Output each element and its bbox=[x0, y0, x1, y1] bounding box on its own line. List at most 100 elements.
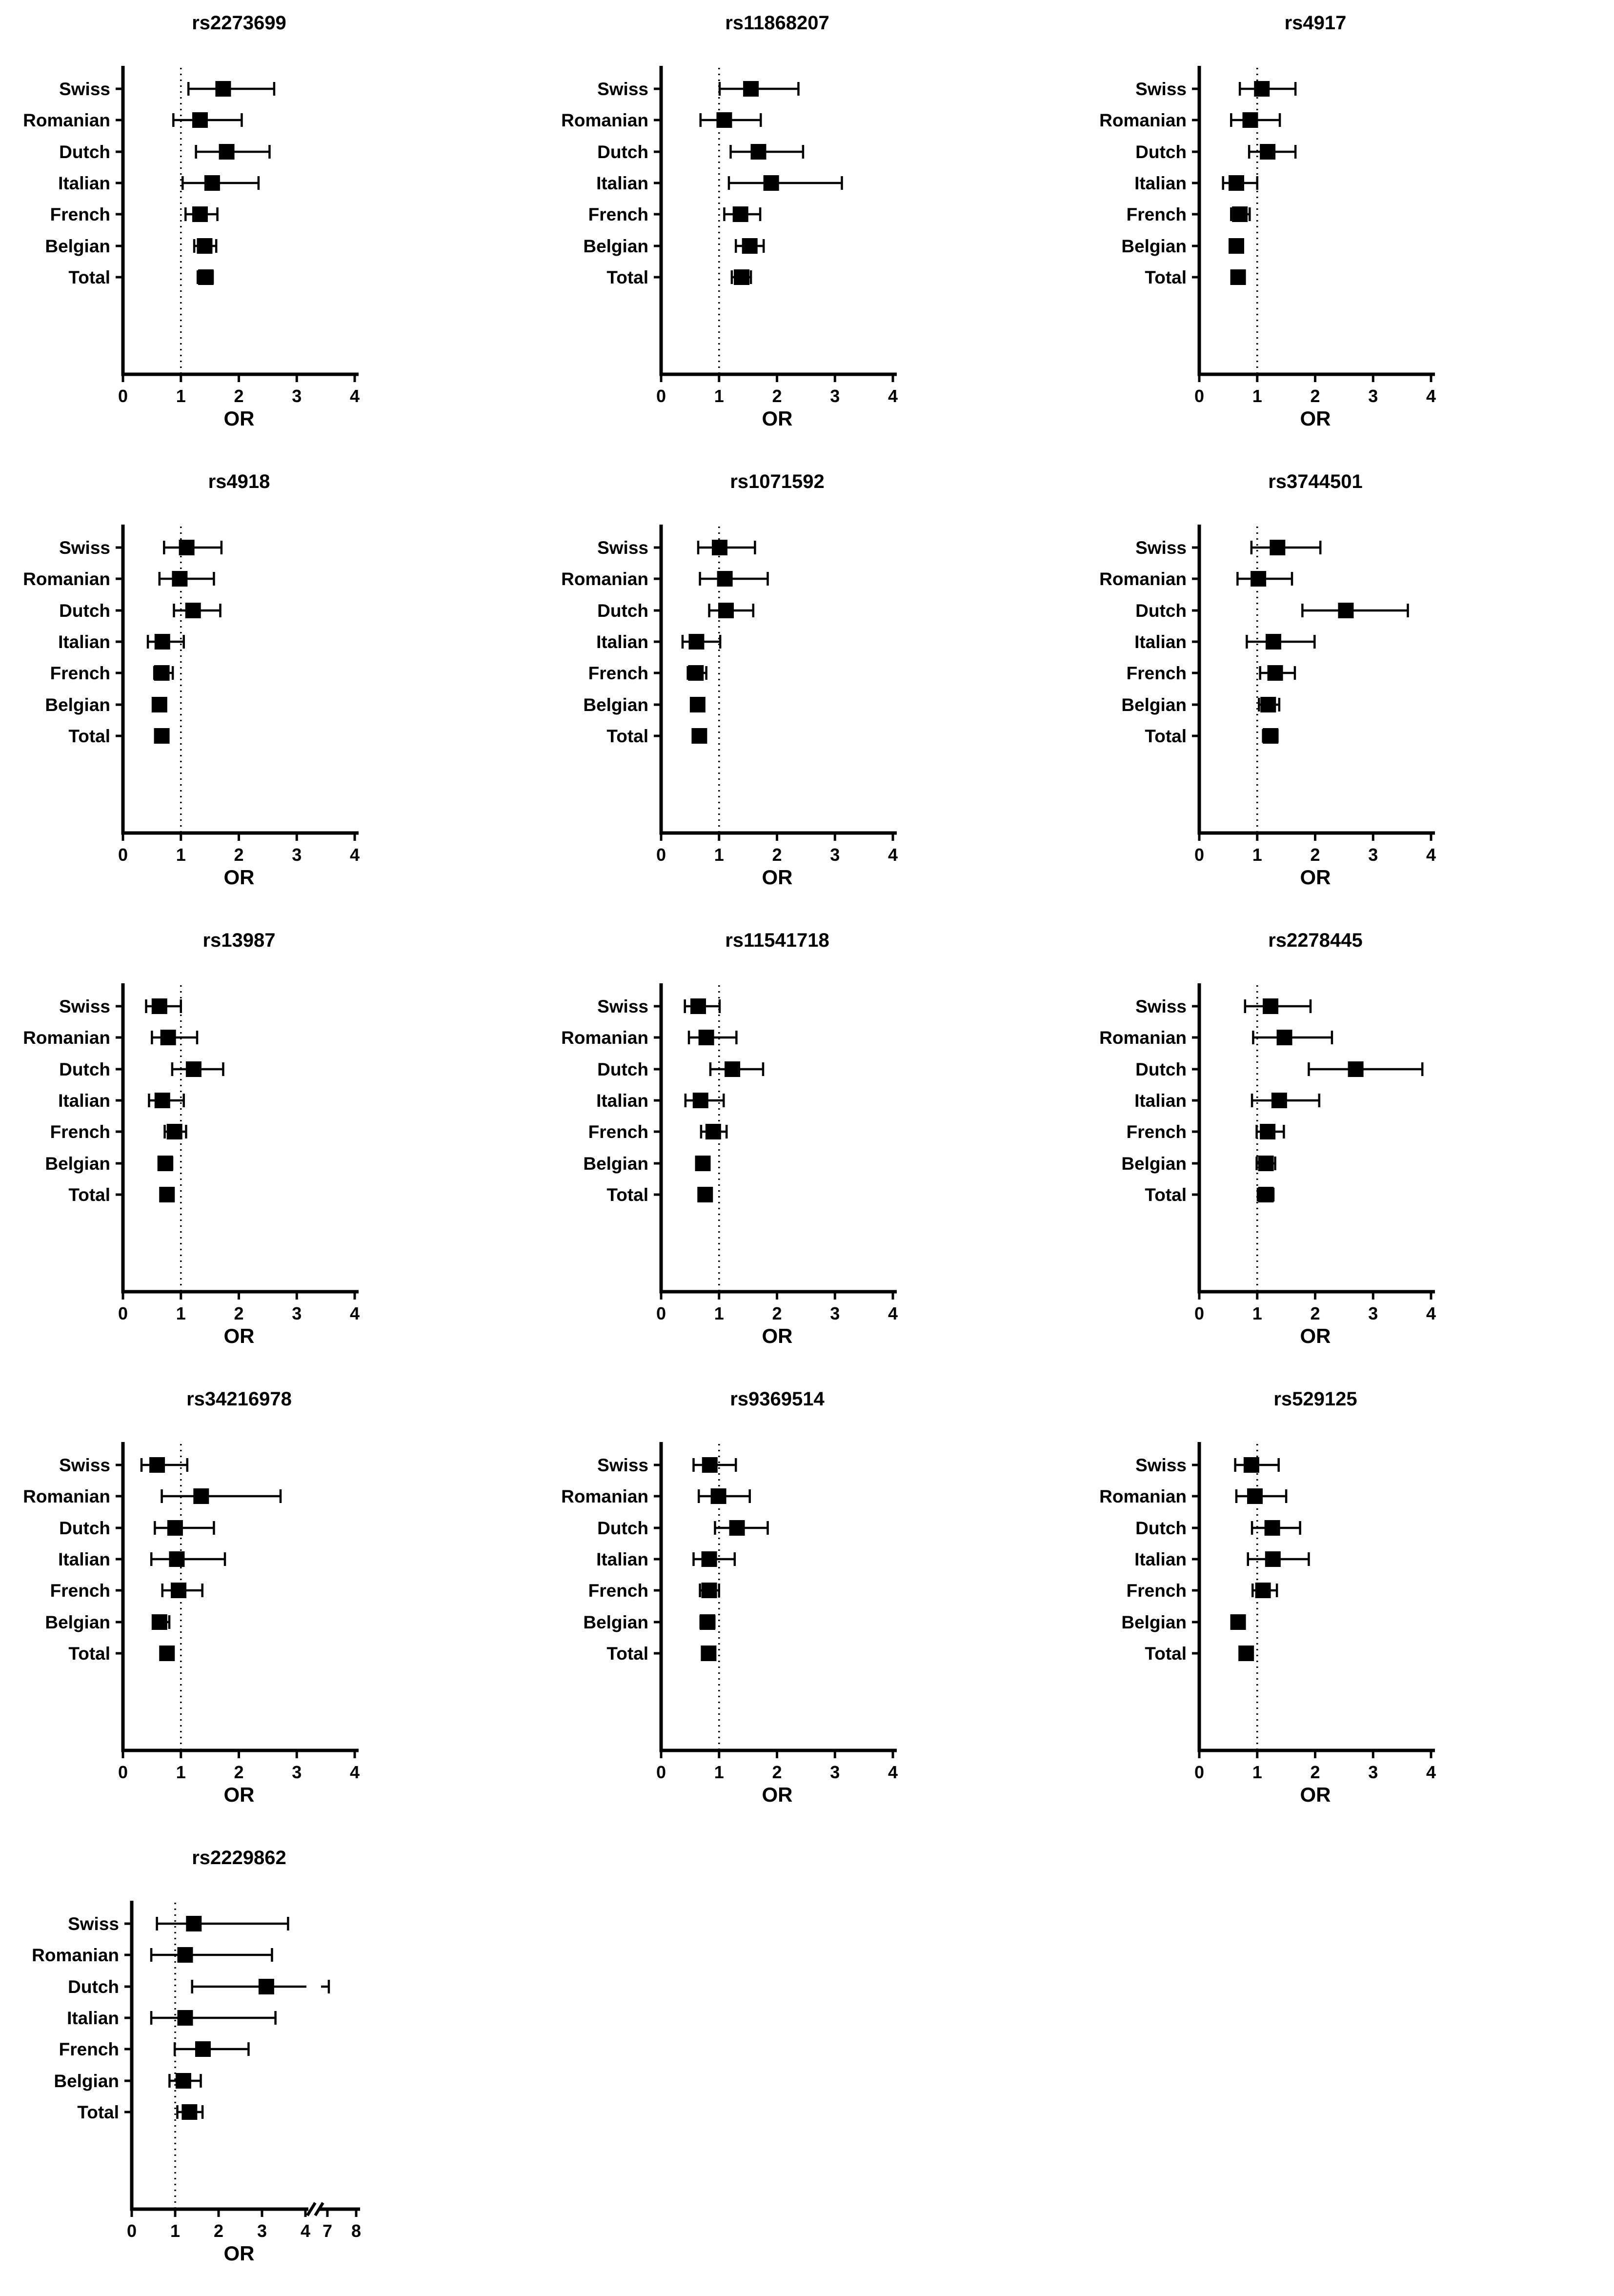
or-marker-italian bbox=[688, 634, 705, 650]
panel-title: rs9369514 bbox=[730, 1388, 825, 1410]
category-label-swiss: Swiss bbox=[1135, 1455, 1187, 1475]
panel-background bbox=[0, 1376, 538, 1835]
x-tick-label: 1 bbox=[1252, 845, 1262, 865]
or-marker-french bbox=[154, 665, 170, 681]
forest-plot-svg: rs3744501 0 1 2 3 4 OR Swiss Romanian Dutch Italia… bbox=[1076, 459, 1614, 917]
panel-background bbox=[1076, 0, 1614, 459]
panel-background bbox=[0, 917, 538, 1376]
x-tick-label: 2 bbox=[234, 386, 243, 406]
category-label-belgian: Belgian bbox=[583, 1612, 648, 1632]
or-marker-italian bbox=[1265, 1551, 1281, 1567]
category-label-romanian: Romanian bbox=[23, 569, 110, 589]
panel-title: rs34216978 bbox=[186, 1388, 292, 1410]
or-marker-french bbox=[1255, 1583, 1271, 1598]
or-marker-french bbox=[192, 206, 208, 222]
or-marker-italian bbox=[154, 1093, 170, 1108]
category-label-french: French bbox=[1127, 204, 1187, 224]
category-label-italian: Italian bbox=[58, 1091, 110, 1111]
x-axis-label: OR bbox=[762, 407, 793, 430]
or-marker-french bbox=[1232, 206, 1248, 222]
or-marker-italian bbox=[177, 2010, 193, 2026]
or-marker-dutch bbox=[219, 144, 235, 160]
category-label-belgian: Belgian bbox=[583, 236, 648, 256]
category-label-dutch: Dutch bbox=[597, 601, 648, 621]
or-marker-dutch bbox=[185, 1061, 202, 1077]
category-label-italian: Italian bbox=[58, 173, 110, 193]
or-marker-romanian bbox=[172, 571, 188, 587]
or-marker-total bbox=[159, 1646, 175, 1661]
x-tick-label: 8 bbox=[351, 2221, 361, 2241]
category-label-belgian: Belgian bbox=[1121, 695, 1187, 715]
x-tick-label: 4 bbox=[350, 386, 360, 406]
category-label-belgian: Belgian bbox=[45, 1612, 110, 1632]
forest-panel-rs2273699: rs2273699 0 1 2 3 4 OR Swiss Romanian Dutch Italia… bbox=[0, 0, 538, 459]
or-marker-romanian bbox=[717, 571, 733, 587]
x-tick-label: 3 bbox=[257, 2221, 267, 2241]
or-marker-total bbox=[701, 1646, 717, 1661]
or-marker-belgian bbox=[1230, 1614, 1246, 1630]
x-tick-label: 4 bbox=[888, 845, 898, 865]
or-marker-total bbox=[198, 269, 214, 285]
or-marker-swiss bbox=[186, 1916, 202, 1931]
category-label-belgian: Belgian bbox=[1121, 236, 1187, 256]
x-tick-label: 4 bbox=[1426, 386, 1436, 406]
or-marker-italian bbox=[169, 1551, 185, 1567]
category-label-french: French bbox=[588, 663, 648, 683]
or-marker-total bbox=[154, 728, 170, 744]
or-marker-french bbox=[1267, 665, 1283, 681]
or-marker-belgian bbox=[1229, 238, 1244, 254]
x-tick-label: 3 bbox=[830, 845, 840, 865]
x-tick-label: 0 bbox=[1194, 386, 1204, 406]
x-tick-label: 2 bbox=[234, 845, 243, 865]
or-marker-swiss bbox=[702, 1457, 718, 1473]
or-marker-swiss bbox=[1254, 81, 1270, 97]
x-axis-label: OR bbox=[224, 866, 255, 889]
x-tick-label: 2 bbox=[1310, 1303, 1320, 1323]
forest-plot-svg: rs13987 0 1 2 3 4 OR Swiss Romanian Dutch Italian F… bbox=[0, 917, 538, 1376]
axis-break-slash bbox=[314, 2202, 324, 2216]
or-marker-dutch bbox=[718, 603, 734, 618]
x-tick-label: 3 bbox=[292, 386, 302, 406]
panel-title: rs529125 bbox=[1273, 1388, 1357, 1410]
x-tick-label: 1 bbox=[176, 845, 186, 865]
x-tick-label: 1 bbox=[176, 1762, 186, 1782]
x-tick-label: 3 bbox=[292, 845, 302, 865]
category-label-swiss: Swiss bbox=[597, 996, 648, 1016]
panel-title: rs11868207 bbox=[725, 12, 829, 34]
category-label-italian: Italian bbox=[67, 2008, 119, 2028]
category-label-italian: Italian bbox=[58, 632, 110, 652]
category-label-swiss: Swiss bbox=[59, 996, 110, 1016]
or-marker-belgian bbox=[175, 2073, 191, 2089]
x-axis-label: OR bbox=[1300, 1324, 1331, 1347]
x-tick-label: 0 bbox=[1194, 845, 1204, 865]
or-marker-total bbox=[691, 728, 707, 744]
or-marker-romanian bbox=[177, 1947, 193, 1963]
forest-plot-svg: rs1071592 0 1 2 3 4 OR Swiss Romanian Dutch Italia… bbox=[538, 459, 1076, 917]
category-label-total: Total bbox=[68, 1185, 110, 1205]
or-marker-total bbox=[182, 2104, 198, 2120]
or-marker-romanian bbox=[1251, 571, 1267, 587]
forest-panel-rs2229862: rs2229862 0 1 2 3 4 7 8 OR Swiss Romanian Dutch Ital… bbox=[0, 1835, 538, 2294]
or-marker-swiss bbox=[179, 540, 195, 555]
or-marker-french bbox=[688, 665, 704, 681]
category-label-dutch: Dutch bbox=[59, 142, 110, 162]
x-tick-label: 1 bbox=[714, 845, 724, 865]
x-axis-label: OR bbox=[1300, 866, 1331, 889]
x-tick-label: 4 bbox=[888, 1762, 898, 1782]
forest-panel-rs4917: rs4917 0 1 2 3 4 OR Swiss Romanian Dutch Italian Fr… bbox=[1076, 0, 1614, 459]
or-marker-belgian bbox=[1260, 697, 1276, 712]
x-tick-label: 7 bbox=[323, 2221, 332, 2241]
category-label-italian: Italian bbox=[596, 632, 648, 652]
category-label-swiss: Swiss bbox=[597, 1455, 648, 1475]
or-marker-romanian bbox=[192, 112, 208, 128]
panel-background bbox=[1076, 1376, 1614, 1835]
forest-panel-rs1071592: rs1071592 0 1 2 3 4 OR Swiss Romanian Dutch Italia… bbox=[538, 459, 1076, 917]
category-label-belgian: Belgian bbox=[583, 1154, 648, 1174]
or-marker-dutch bbox=[1260, 144, 1276, 160]
or-marker-swiss bbox=[1263, 998, 1279, 1014]
axis-break-slash bbox=[306, 2202, 317, 2216]
x-tick-label: 3 bbox=[1368, 1762, 1378, 1782]
x-tick-label: 1 bbox=[176, 1303, 186, 1323]
x-tick-label: 2 bbox=[772, 845, 782, 865]
